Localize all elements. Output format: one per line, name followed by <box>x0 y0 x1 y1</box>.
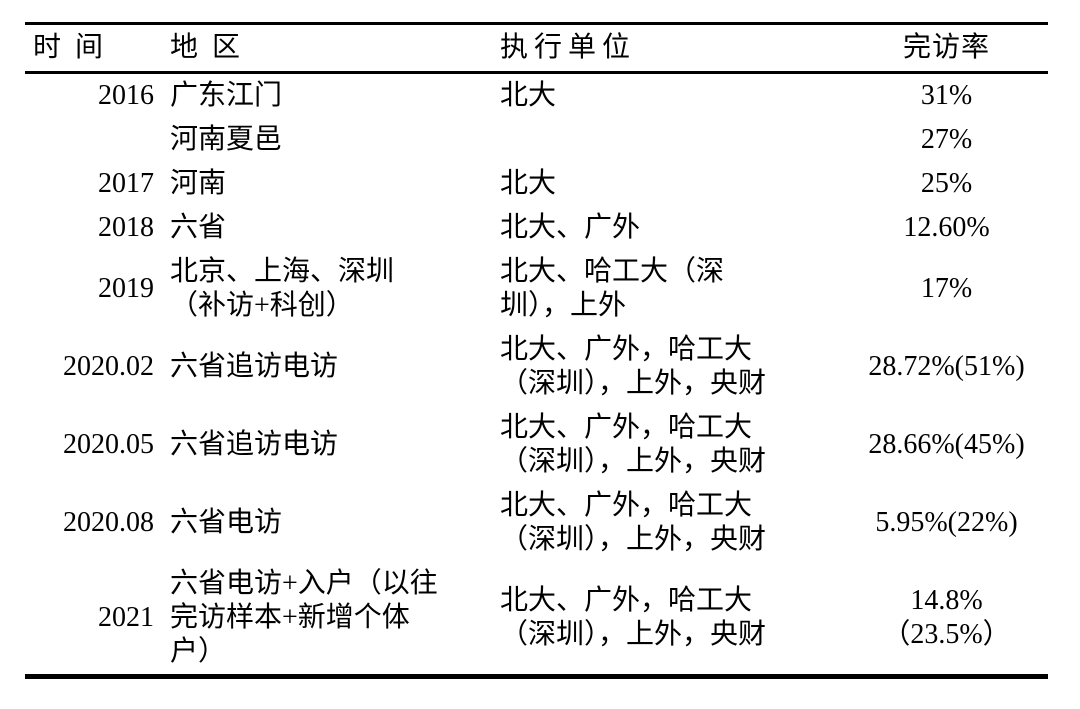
cell-time: 2017 <box>98 168 154 199</box>
cell-time <box>25 118 160 162</box>
table-row: 2019 北京、上海、深圳 （补访+科创） 北大、哈工大（深 圳），上外 17% <box>25 250 1048 328</box>
column-header-region: 地区 <box>170 32 255 63</box>
column-header-rate: 完访率 <box>902 32 990 63</box>
table-row: 2016 广东江门 北大 31% <box>25 73 1048 119</box>
cell-rate: 31% <box>920 80 973 111</box>
cell-unit: 北大、广外，哈工大 （深圳），上外，央财 <box>500 490 767 555</box>
cell-rate: 12.60% <box>903 212 990 243</box>
cell-time: 2019 <box>98 273 154 304</box>
header-row: 时间 地区 执行单位 完访率 <box>25 24 1048 73</box>
cell-unit: 北大、广外，哈工大 （深圳），上外，央财 <box>500 334 767 399</box>
table-row: 2018 六省 北大、广外 12.60% <box>25 206 1048 250</box>
survey-table-container: 时间 地区 执行单位 完访率 2016 广东江门 北大 31% 河南夏邑 2 <box>25 22 1048 679</box>
cell-region: 广东江门 <box>170 80 283 111</box>
table-row: 2017 河南 北大 25% <box>25 162 1048 206</box>
table-row: 2020.08 六省电访 北大、广外，哈工大 （深圳），上外，央财 5.95%(… <box>25 484 1048 562</box>
table-row: 2020.02 六省追访电访 北大、广外，哈工大 （深圳），上外，央财 28.7… <box>25 328 1048 406</box>
survey-table: 时间 地区 执行单位 完访率 2016 广东江门 北大 31% 河南夏邑 2 <box>25 22 1048 679</box>
cell-time: 2016 <box>98 80 154 111</box>
cell-rate: 14.8% （23.5%） <box>882 585 1011 650</box>
cell-unit: 北大 <box>500 80 557 111</box>
cell-region: 六省电访 <box>170 507 283 538</box>
cell-time: 2020.02 <box>63 351 154 382</box>
cell-region: 六省电访+入户（以往 完访样本+新增个体 户） <box>170 568 438 667</box>
cell-rate: 28.72%(51%) <box>868 351 1025 382</box>
cell-unit <box>495 118 845 162</box>
cell-rate: 17% <box>920 273 973 304</box>
cell-unit: 北大 <box>500 168 557 199</box>
cell-region: 北京、上海、深圳 （补访+科创） <box>170 256 395 321</box>
cell-unit: 北大、广外，哈工大 （深圳），上外，央财 <box>500 412 767 477</box>
cell-unit: 北大、广外，哈工大 （深圳），上外，央财 <box>500 585 767 650</box>
cell-region: 六省追访电访 <box>170 429 339 460</box>
cell-region: 六省追访电访 <box>170 351 339 382</box>
table-row: 河南夏邑 27% <box>25 118 1048 162</box>
cell-region: 河南夏邑 <box>170 124 283 155</box>
column-header-unit: 执行单位 <box>500 32 637 63</box>
cell-rate: 5.95%(22%) <box>875 507 1018 538</box>
cell-time: 2018 <box>98 212 154 243</box>
cell-region: 六省 <box>170 212 227 243</box>
table-row: 2021 六省电访+入户（以往 完访样本+新增个体 户） 北大、广外，哈工大 （… <box>25 562 1048 677</box>
cell-time: 2020.08 <box>63 507 154 538</box>
cell-unit: 北大、广外 <box>500 212 641 243</box>
column-header-time: 时间 <box>33 32 118 63</box>
cell-time: 2020.05 <box>63 429 154 460</box>
cell-rate: 25% <box>920 168 973 199</box>
cell-time: 2021 <box>98 602 154 633</box>
cell-rate: 28.66%(45%) <box>868 429 1025 460</box>
cell-unit: 北大、哈工大（深 圳），上外 <box>500 256 725 321</box>
cell-region: 河南 <box>170 168 227 199</box>
table-row: 2020.05 六省追访电访 北大、广外，哈工大 （深圳），上外，央财 28.6… <box>25 406 1048 484</box>
cell-rate: 27% <box>920 124 973 155</box>
